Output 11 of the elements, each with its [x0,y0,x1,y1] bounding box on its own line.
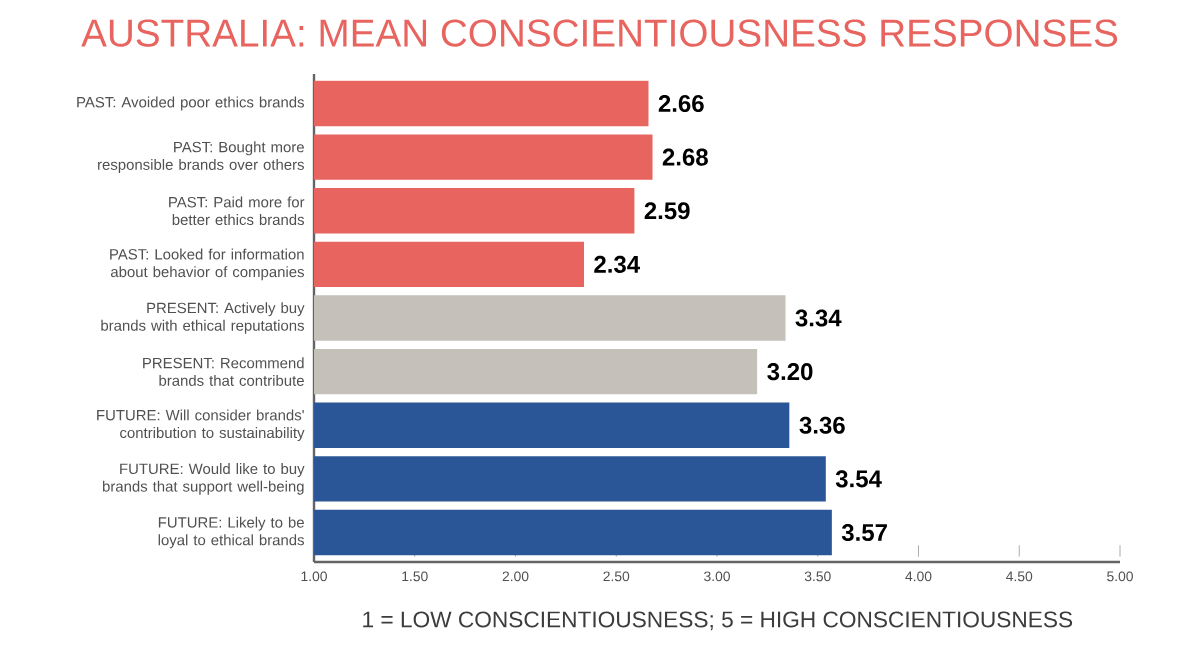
data-label: 2.59 [644,202,690,220]
data-label: 3.36 [799,416,845,434]
data-label: 2.34 [594,255,641,273]
data-label: 2.66 [658,95,704,113]
data-label: 3.20 [767,363,813,381]
chart-title: AUSTRALIA: MEAN CONSCIENTIOUSNESS RESPONSES [81,19,1118,47]
data-label: 2.68 [662,148,708,166]
data-label: 3.57 [841,523,887,542]
data-label: 3.34 [795,309,842,327]
data-label: 3.54 [835,470,882,488]
text: 1 = LOW CONSCIENTIOUSNESS; 5 = HIGH CONSCIENTIOUSNESS [363,611,1073,631]
